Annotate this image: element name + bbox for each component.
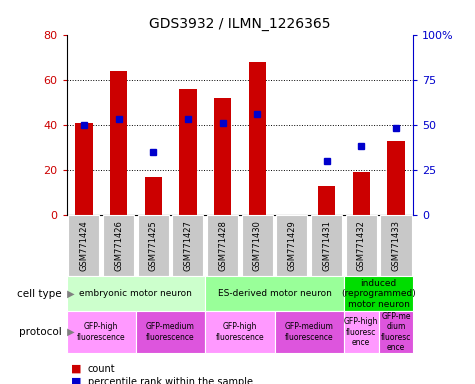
Text: GSM771427: GSM771427 xyxy=(183,220,192,271)
Title: GDS3932 / ILMN_1226365: GDS3932 / ILMN_1226365 xyxy=(149,17,331,31)
Text: ■: ■ xyxy=(71,364,82,374)
Bar xyxy=(311,215,342,276)
Text: GSM771432: GSM771432 xyxy=(357,220,366,271)
Bar xyxy=(387,141,405,215)
Bar xyxy=(344,276,413,311)
Text: GSM771428: GSM771428 xyxy=(218,220,227,271)
Bar xyxy=(205,276,344,311)
Bar xyxy=(179,89,197,215)
Text: ▶: ▶ xyxy=(64,289,75,299)
Bar xyxy=(66,311,136,353)
Bar xyxy=(344,311,379,353)
Bar xyxy=(318,186,335,215)
Bar xyxy=(205,311,275,353)
Bar xyxy=(242,215,273,276)
Text: GFP-high
fluorescence: GFP-high fluorescence xyxy=(216,323,264,342)
Text: induced
(reprogrammed)
motor neuron: induced (reprogrammed) motor neuron xyxy=(341,279,416,309)
Bar xyxy=(352,172,370,215)
Text: GFP-high
fluoresc
ence: GFP-high fluoresc ence xyxy=(344,317,379,347)
Bar xyxy=(103,215,134,276)
Bar xyxy=(346,215,377,276)
Text: embryonic motor neuron: embryonic motor neuron xyxy=(79,289,192,298)
Text: GSM771433: GSM771433 xyxy=(391,220,400,271)
Text: protocol: protocol xyxy=(19,327,62,337)
Text: GFP-medium
fluorescence: GFP-medium fluorescence xyxy=(146,323,195,342)
Bar xyxy=(144,177,162,215)
Text: GFP-me
dium
fluoresc
ence: GFP-me dium fluoresc ence xyxy=(381,312,411,352)
Bar xyxy=(110,71,127,215)
Text: GSM771429: GSM771429 xyxy=(287,220,296,271)
Text: GFP-medium
fluorescence: GFP-medium fluorescence xyxy=(285,323,333,342)
Bar xyxy=(172,215,203,276)
Bar xyxy=(379,311,413,353)
Text: percentile rank within the sample: percentile rank within the sample xyxy=(88,377,253,384)
Text: ■: ■ xyxy=(71,377,82,384)
Text: count: count xyxy=(88,364,115,374)
Text: GSM771430: GSM771430 xyxy=(253,220,262,271)
Text: GSM771426: GSM771426 xyxy=(114,220,123,271)
Text: GSM771431: GSM771431 xyxy=(322,220,331,271)
Text: GSM771424: GSM771424 xyxy=(79,220,88,271)
Bar xyxy=(276,215,307,276)
Bar xyxy=(138,215,169,276)
Text: ES-derived motor neuron: ES-derived motor neuron xyxy=(218,289,332,298)
Bar xyxy=(136,311,205,353)
Text: GSM771425: GSM771425 xyxy=(149,220,158,271)
Bar xyxy=(275,311,344,353)
Bar xyxy=(68,215,99,276)
Bar xyxy=(380,215,411,276)
Bar xyxy=(75,122,93,215)
Text: GFP-high
fluorescence: GFP-high fluorescence xyxy=(77,323,125,342)
Bar xyxy=(214,98,231,215)
Bar xyxy=(248,62,266,215)
Text: cell type: cell type xyxy=(17,289,62,299)
Bar xyxy=(207,215,238,276)
Text: ▶: ▶ xyxy=(64,327,75,337)
Bar xyxy=(66,276,205,311)
